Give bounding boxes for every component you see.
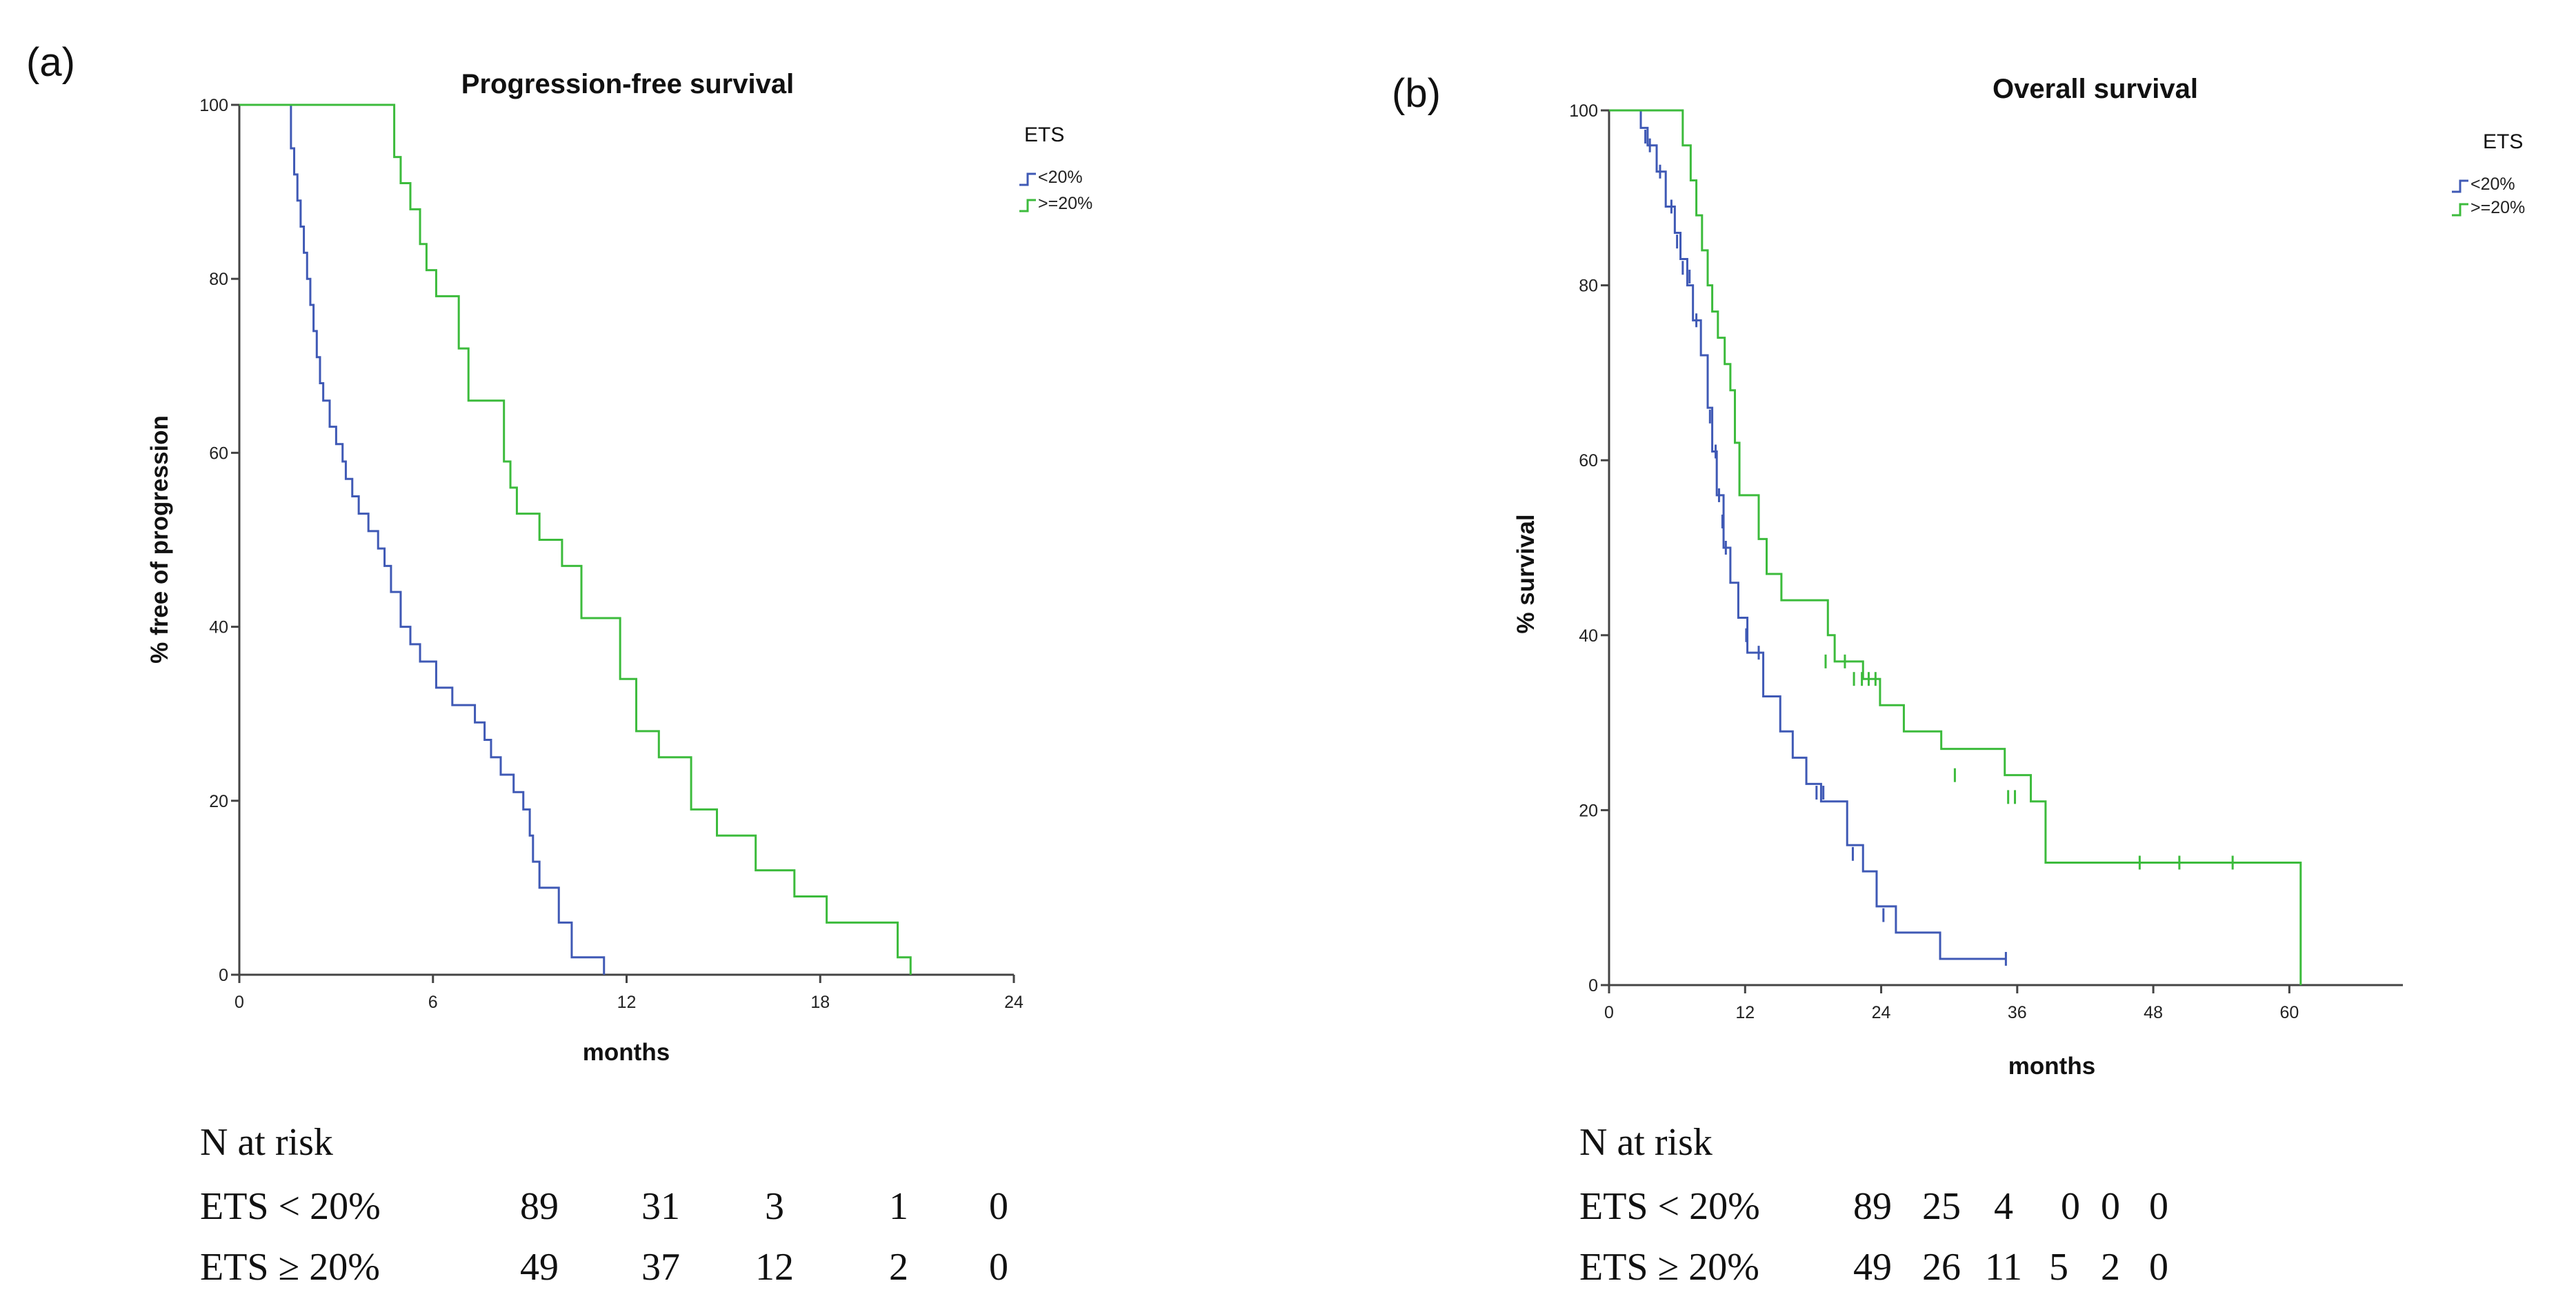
x-tick-label: 24 <box>1004 993 1024 1012</box>
risk-value: 49 <box>520 1246 559 1289</box>
y-tick-label: 60 <box>209 444 228 463</box>
x-tick-label: 60 <box>2279 1003 2299 1022</box>
risk-row-label: ETS ≥ 20% <box>1579 1246 1759 1289</box>
legend-title: ETS <box>1024 123 1064 146</box>
risk-table-heading: N at risk <box>1579 1121 1713 1164</box>
legend-swatch-ge20 <box>1019 199 1036 212</box>
x-tick-label: 36 <box>2008 1003 2027 1022</box>
panel-a-y-axis-label: % free of progression <box>146 415 173 664</box>
risk-value: 0 <box>989 1185 1008 1228</box>
panel-b-risk-table: N at risk ETS < 20% 89 25 4 0 0 0 ETS ≥ … <box>1579 1121 2168 1289</box>
y-tick-label: 0 <box>1588 976 1598 995</box>
panel-a-label: (a) <box>26 40 75 85</box>
risk-row-label: ETS ≥ 20% <box>200 1246 380 1289</box>
legend-swatch-ge20 <box>2452 203 2468 217</box>
risk-value: 89 <box>520 1185 559 1228</box>
risk-value: 2 <box>889 1246 908 1289</box>
risk-value: 0 <box>989 1246 1008 1289</box>
panel-a-progression-free-survival: (a) Progression-free survival months % f… <box>26 40 1092 1289</box>
x-tick-label: 0 <box>1604 1003 1614 1022</box>
risk-value: 49 <box>1853 1246 1892 1289</box>
legend-entry-lt20: <20% <box>2470 175 2515 194</box>
legend-entry-lt20: <20% <box>1038 168 1083 187</box>
risk-value: 37 <box>641 1246 680 1289</box>
y-tick-label: 40 <box>209 618 228 637</box>
panel-a-title: Progression-free survival <box>461 69 794 99</box>
panel-b-curve-ge20 <box>1609 109 2302 985</box>
risk-value: 4 <box>1994 1185 2013 1228</box>
risk-value: 1 <box>889 1185 908 1228</box>
panel-a-risk-table: N at risk ETS < 20% 89 31 3 1 0 ETS ≥ 20… <box>200 1121 1008 1289</box>
panel-a-x-axis-label: months <box>583 1039 670 1066</box>
risk-row-label: ETS < 20% <box>200 1185 381 1228</box>
panel-b-title: Overall survival <box>1993 74 2198 104</box>
y-tick-label: 80 <box>1579 277 1598 296</box>
panel-b-censor-marks-lt20 <box>1644 130 2007 966</box>
risk-value: 0 <box>2101 1185 2120 1228</box>
x-tick-label: 12 <box>1735 1003 1755 1022</box>
risk-value: 31 <box>641 1185 680 1228</box>
x-tick-label: 12 <box>617 993 637 1012</box>
y-tick-label: 80 <box>209 270 228 289</box>
y-tick-label: 100 <box>1569 101 1598 121</box>
x-tick-label: 48 <box>2144 1003 2163 1022</box>
panel-b-overall-survival: (b) Overall survival months % survival 0… <box>1392 71 2525 1289</box>
y-tick-label: 20 <box>209 792 228 811</box>
legend-swatch-lt20 <box>2452 179 2468 193</box>
risk-value: 11 <box>1985 1246 2022 1289</box>
y-tick-label: 20 <box>1579 801 1598 820</box>
panel-b-y-axis-label: % survival <box>1512 514 1539 633</box>
legend-swatch-lt20 <box>1019 172 1036 186</box>
risk-value: 0 <box>2149 1246 2168 1289</box>
risk-value: 2 <box>2101 1246 2120 1289</box>
panel-a-legend: ETS <20% >=20% <box>1019 123 1092 213</box>
legend-title: ETS <box>2483 130 2523 153</box>
panel-a-curve-ge20 <box>239 103 912 975</box>
panel-b-x-ticks: 0 12 24 36 48 60 <box>1604 985 2299 1022</box>
risk-value: 3 <box>765 1185 784 1228</box>
y-tick-label: 40 <box>1579 626 1598 646</box>
panel-b-x-axis-label: months <box>2008 1053 2095 1080</box>
risk-value: 12 <box>755 1246 794 1289</box>
x-tick-label: 24 <box>1872 1003 1891 1022</box>
y-tick-label: 0 <box>219 966 228 985</box>
risk-value: 25 <box>1922 1185 1961 1228</box>
risk-table-heading: N at risk <box>200 1121 333 1164</box>
risk-value: 0 <box>2149 1185 2168 1228</box>
legend-entry-ge20: >=20% <box>1038 194 1092 213</box>
x-tick-label: 18 <box>810 993 830 1012</box>
x-tick-label: 0 <box>234 993 244 1012</box>
panel-b-curve-lt20 <box>1609 109 2006 960</box>
risk-value: 0 <box>2061 1185 2080 1228</box>
risk-value: 26 <box>1922 1246 1961 1289</box>
risk-value: 5 <box>2049 1246 2068 1289</box>
panel-a-x-ticks: 0 6 12 18 24 <box>234 975 1024 1012</box>
panel-b-censor-marks-ge20 <box>1824 654 2234 870</box>
panel-b-legend: ETS <20% >=20% <box>2452 130 2525 217</box>
x-tick-label: 6 <box>428 993 438 1012</box>
panel-b-label: (b) <box>1392 71 1441 116</box>
risk-value: 89 <box>1853 1185 1892 1228</box>
y-tick-label: 60 <box>1579 451 1598 470</box>
panel-a-curve-lt20 <box>239 103 606 975</box>
panel-b-y-ticks: 0 20 40 60 80 100 <box>1569 101 1609 995</box>
y-tick-label: 100 <box>199 96 228 115</box>
panel-a-y-ticks: 0 20 40 60 80 100 <box>199 96 239 985</box>
legend-entry-ge20: >=20% <box>2470 198 2525 217</box>
risk-row-label: ETS < 20% <box>1579 1185 1760 1228</box>
